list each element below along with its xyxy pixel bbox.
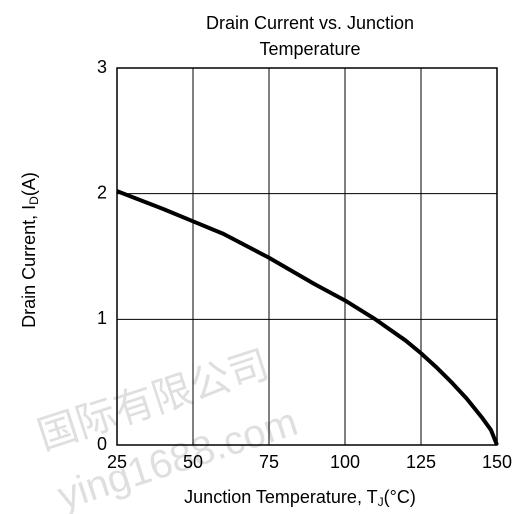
x-tick-label: 125 bbox=[406, 452, 436, 472]
y-label-unit: (A) bbox=[19, 172, 39, 196]
x-tick-label: 75 bbox=[259, 452, 279, 472]
y-tick-label: 2 bbox=[97, 182, 107, 202]
y-tick-label: 3 bbox=[97, 57, 107, 77]
y-tick-label: 1 bbox=[97, 308, 107, 328]
x-tick-label: 150 bbox=[482, 452, 512, 472]
x-tick-label: 50 bbox=[183, 452, 203, 472]
chart-title: Drain Current vs. Junction bbox=[206, 13, 414, 33]
x-axis-label: Junction Temperature, TJ(°C) bbox=[184, 487, 416, 509]
x-tick-label: 25 bbox=[107, 452, 127, 472]
x-label-text: Junction Temperature, T bbox=[184, 487, 377, 507]
y-axis-label: Drain Current, ID(A) bbox=[19, 172, 41, 328]
y-label-sub: D bbox=[27, 196, 41, 205]
y-tick-label: 0 bbox=[97, 434, 107, 454]
chart-title: Temperature bbox=[259, 39, 360, 59]
plot-frame bbox=[116, 67, 498, 446]
x-label-sub: J bbox=[378, 495, 384, 509]
y-label-text: Drain Current, I bbox=[19, 205, 39, 328]
x-tick-label: 100 bbox=[330, 452, 360, 472]
data-line bbox=[116, 189, 499, 446]
x-label-unit: (°C) bbox=[384, 487, 416, 507]
